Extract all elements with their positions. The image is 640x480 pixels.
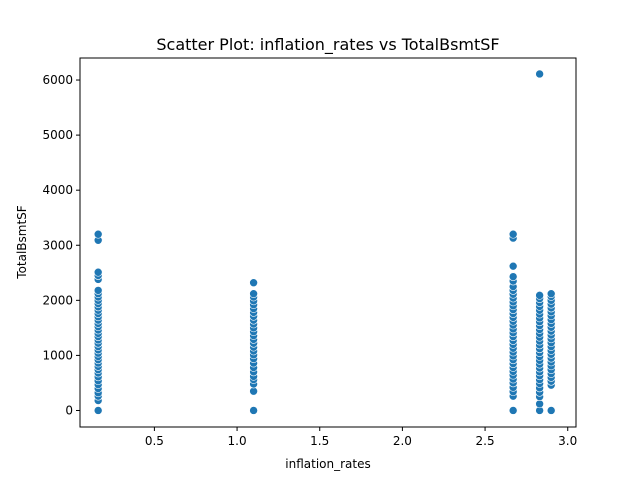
chart-title: Scatter Plot: inflation_rates vs TotalBs… [156, 35, 499, 55]
data-point [508, 272, 518, 281]
y-axis-label: TotalBsmtSF [15, 205, 29, 280]
data-points [93, 69, 556, 415]
data-point [546, 289, 556, 299]
y-tick-label: 6000 [42, 73, 73, 87]
x-tick-label: 3.0 [558, 434, 577, 448]
data-point [93, 267, 103, 277]
data-point [249, 289, 258, 299]
x-tick-label: 2.0 [393, 434, 412, 448]
x-tick-label: 1.5 [310, 434, 329, 448]
data-point [249, 386, 258, 396]
data-point [535, 399, 544, 409]
x-axis-label: inflation_rates [285, 457, 370, 471]
x-tick-label: 1.0 [228, 434, 247, 448]
y-tick-label: 3000 [42, 238, 73, 252]
data-point [535, 291, 544, 300]
plot-frame [79, 57, 577, 428]
data-point [93, 286, 103, 295]
y-tick-label: 5000 [42, 128, 73, 142]
data-point [546, 406, 556, 415]
y-tick-label: 4000 [42, 183, 73, 197]
x-tick-label: 0.5 [145, 434, 164, 448]
data-point [93, 406, 103, 415]
data-point [249, 406, 258, 415]
data-point [249, 278, 258, 288]
data-point [508, 229, 518, 239]
y-tick-label: 2000 [42, 293, 73, 307]
x-tick-label: 2.5 [476, 434, 495, 448]
data-point [535, 69, 544, 79]
data-point [508, 406, 518, 415]
x-axis-ticks: 0.5 1.0 1.5 2.0 2.5 3.0 [145, 427, 577, 448]
data-point [93, 229, 103, 239]
y-tick-label: 0 [65, 403, 73, 417]
y-axis-ticks: 0 1000 2000 3000 4000 5000 6000 [42, 73, 80, 417]
y-tick-label: 1000 [42, 348, 73, 362]
data-point [508, 261, 518, 271]
